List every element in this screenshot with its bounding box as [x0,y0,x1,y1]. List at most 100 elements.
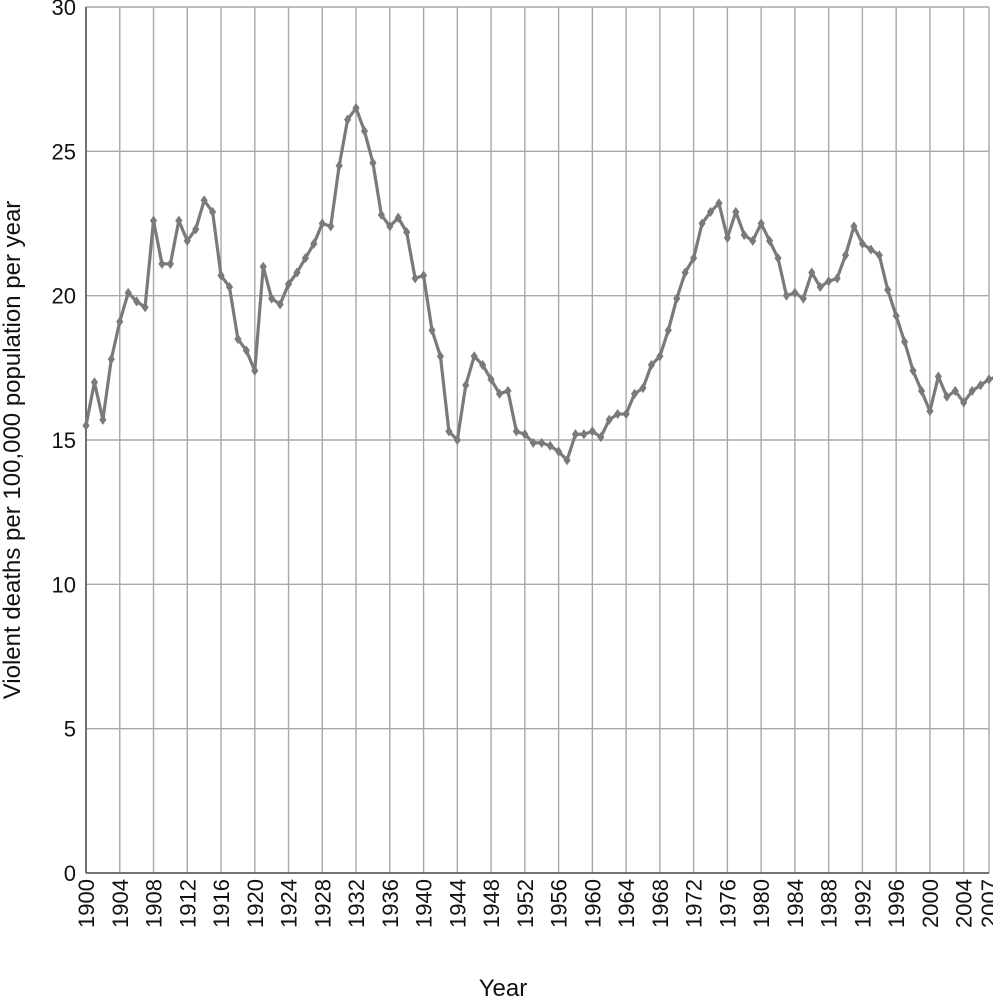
data-point [352,102,360,114]
data-point [867,244,875,255]
data-point [934,371,942,382]
x-tick-label: 1976 [715,879,740,928]
data-point [386,221,394,232]
data-point [529,437,537,448]
y-axis-title: Violent deaths per 100,000 population pe… [0,201,26,700]
x-tick-label: 1996 [884,879,909,928]
data-point [563,455,571,466]
data-point [917,385,926,396]
data-point [614,408,622,420]
x-tick-label: 1924 [277,879,302,928]
data-point [647,359,656,370]
data-point [208,206,217,217]
data-point [175,215,183,226]
data-point [825,276,833,287]
x-axis-title: Year [479,975,528,1000]
data-point [318,218,326,229]
data-point [133,296,141,307]
x-tick-label: 1960 [580,879,605,928]
data-point [765,235,774,246]
data-point [107,354,115,365]
data-point [411,273,419,284]
data-point [470,351,478,362]
data-point [82,420,90,431]
x-tick-labels: 1900 1904 1908 1912 1916 1920 1924 1928 1932 1936… [74,879,993,928]
data-point [445,426,453,437]
data-point [774,253,782,264]
x-tick-label: 2007 [977,879,993,928]
data-point [732,206,740,217]
x-tick-label: 1948 [479,879,504,928]
x-tick-label: 1956 [547,879,572,928]
data-point [149,215,158,226]
data-point [892,310,900,321]
x-tick-label: 1944 [445,879,470,928]
data-point [597,432,605,443]
data-point [622,408,630,420]
data-point [951,385,959,396]
y-tick-label: 5 [64,717,76,742]
series-line [84,106,993,462]
data-point [116,316,124,327]
data-point [453,434,461,446]
data-point [976,380,985,391]
x-tick-label: 1928 [310,879,335,928]
data-point [554,446,563,457]
y-tick-labels: 0 5 10 15 20 25 30 [52,0,76,886]
data-point [858,238,867,249]
data-point [571,429,580,440]
x-tick-label: 1984 [783,879,808,928]
x-tick-label: 1932 [344,879,369,928]
axes [85,7,989,874]
data-point [909,365,917,376]
data-point [664,325,672,336]
grid-lines [85,6,990,874]
data-point [462,380,470,391]
data-point [428,325,436,336]
data-point [799,293,807,304]
data-point [369,157,377,168]
x-tick-label: 1912 [175,879,200,928]
data-point [344,114,352,125]
data-point [706,206,715,217]
data-point [850,221,858,232]
data-point [234,333,242,345]
data-point [310,238,318,249]
x-tick-label: 1908 [142,879,167,928]
data-point [487,374,495,385]
data-point [225,281,234,293]
data-point [99,414,107,425]
data-point [605,414,613,425]
data-point [791,287,799,298]
data-point [217,270,225,281]
x-tick-label: 1980 [749,879,774,928]
data-point [360,126,369,137]
x-tick-label: 1904 [108,879,133,928]
data-point [192,224,200,235]
data-point [749,235,757,246]
series-group [82,102,993,466]
data-point [259,261,267,272]
data-point [276,299,284,310]
data-point [183,235,191,246]
data-point [816,281,824,293]
data-point [833,273,841,284]
x-tick-label: 1964 [614,879,639,928]
x-tick-label: 1936 [378,879,403,928]
data-point [580,429,588,440]
data-point [200,195,208,206]
data-point [960,397,968,408]
data-point [141,302,149,313]
data-point [301,253,310,264]
data-point [495,388,504,399]
x-tick-label: 1992 [850,879,875,928]
x-tick-label: 2000 [918,879,943,928]
data-point [985,374,993,385]
data-point [546,440,554,451]
y-tick-label: 0 [64,861,76,886]
data-point [394,212,402,223]
data-point [901,336,909,347]
data-point [479,359,487,370]
data-point [740,230,748,241]
